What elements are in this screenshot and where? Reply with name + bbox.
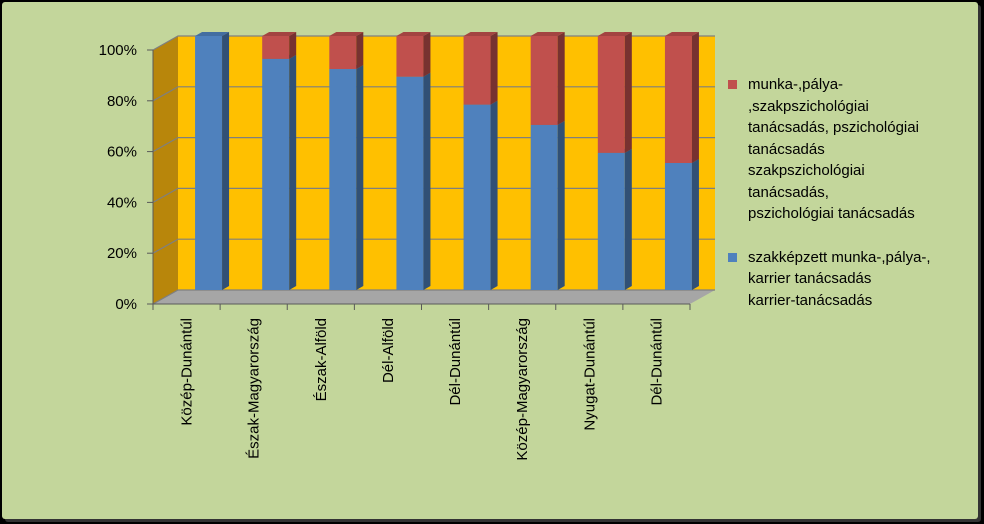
y-tick-label: 60% [107, 144, 137, 161]
x-category-label: Észak-Alföld [313, 318, 330, 401]
bars [195, 32, 699, 291]
floor [153, 290, 715, 304]
bar-side [490, 100, 498, 290]
y-tick-label: 0% [115, 296, 137, 313]
bar-side [691, 159, 699, 290]
bar-front [664, 36, 692, 163]
bar-top [262, 32, 297, 36]
y-tick-label: 20% [107, 245, 137, 262]
bar-front [463, 36, 491, 105]
x-category-label: Észak-Magyarország [246, 318, 263, 459]
bar-side [289, 54, 297, 290]
bar-side [490, 32, 498, 105]
y-tick-label: 100% [99, 42, 137, 59]
bar-front [396, 36, 424, 77]
x-category-label: Közép-Dunántúl [179, 318, 196, 426]
x-axis: Közép-Dunántúl Észak-Magyarország Észak-Al… [152, 303, 691, 461]
bar-top [396, 32, 431, 36]
bar-front [463, 104, 491, 290]
y-axis: 0% 20% 40% 60% 80% 100% [99, 42, 154, 313]
bar-side [423, 72, 431, 290]
legend-label-red: munka-,pálya- ,szakpszichológiai tanácsa… [748, 76, 919, 222]
legend-swatch-blue [728, 252, 737, 262]
bar-front [530, 124, 558, 291]
bar-front [195, 36, 223, 290]
bar-front [530, 36, 558, 125]
bar-side [557, 32, 565, 125]
bar-front [396, 76, 424, 290]
bar-front [262, 58, 290, 290]
bar-top [597, 32, 632, 36]
bar-side [423, 32, 431, 77]
back-wall [178, 36, 715, 290]
x-category-label: Dél-Alföld [380, 318, 397, 383]
bar-side [356, 32, 364, 70]
x-category-label: Nyugat-Dunántúl [581, 318, 598, 431]
bar-side [624, 32, 632, 153]
bar-side [289, 32, 297, 59]
x-category-label: Dél-Dunántúl [447, 318, 464, 406]
x-category-label: Közép-Magyarország [514, 318, 531, 461]
bar-top [329, 32, 364, 36]
y-tick-label: 80% [107, 93, 137, 110]
legend-item-red: munka-,pálya- ,szakpszichológiai tanácsa… [728, 74, 978, 225]
legend-label-blue: szakképzett munka-,pálya-, karrier tanác… [748, 248, 931, 309]
bar-top [463, 32, 498, 36]
legend-swatch-red [728, 80, 737, 89]
bar-front [329, 69, 357, 291]
bar-side [222, 32, 230, 290]
bar-front [329, 36, 357, 70]
bar-front [262, 36, 290, 59]
bar-front [664, 163, 692, 290]
legend: munka-,pálya- ,szakpszichológiai tanácsa… [728, 74, 978, 311]
y-tick-label: 40% [107, 194, 137, 211]
bar-side [356, 65, 364, 291]
side-wall [153, 36, 178, 304]
bar-front [597, 36, 625, 153]
bar-front [597, 152, 625, 290]
bar-side [624, 148, 632, 290]
bar-top [664, 32, 699, 36]
legend-item-blue: szakképzett munka-,pálya-, karrier tanác… [728, 247, 978, 312]
bar-top [195, 32, 230, 36]
x-category-label: Dél-Dunántúl [648, 318, 665, 406]
bar-top [530, 32, 565, 36]
bar-side [691, 32, 699, 163]
bar-side [557, 120, 565, 291]
